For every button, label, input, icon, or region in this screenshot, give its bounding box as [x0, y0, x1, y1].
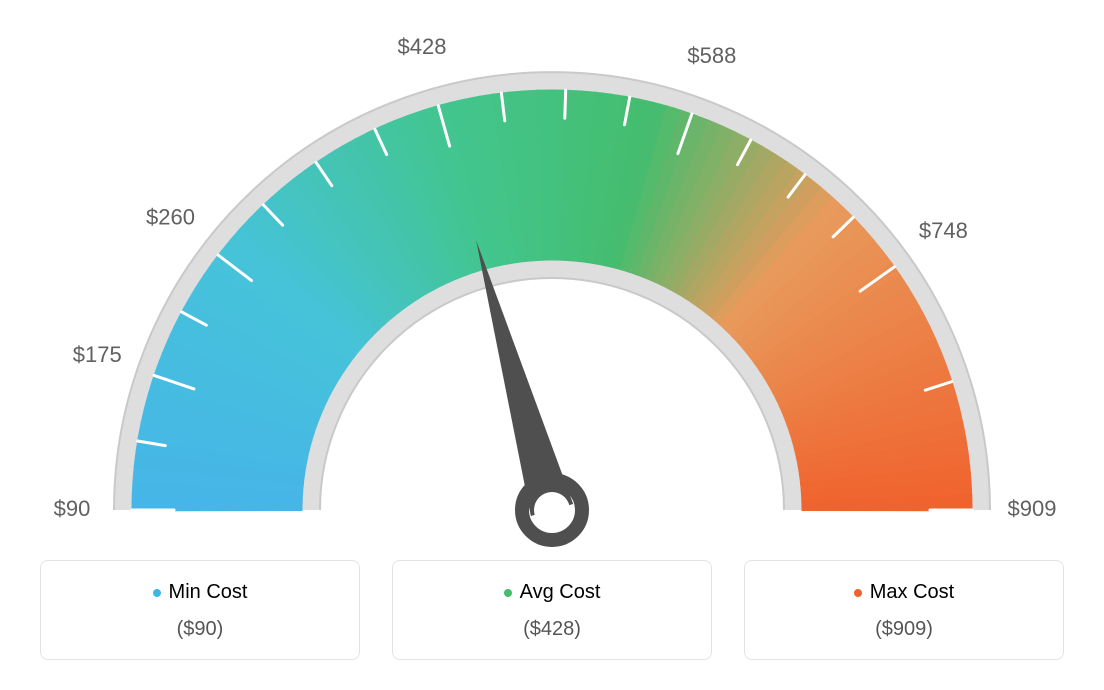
- legend-label-max: Max Cost: [870, 581, 954, 604]
- svg-text:$90: $90: [54, 496, 91, 521]
- dot-icon-avg: [504, 589, 512, 597]
- dot-icon-max: [854, 589, 862, 597]
- legend-label-avg: Avg Cost: [520, 581, 601, 604]
- legend-title-avg: Avg Cost: [504, 581, 601, 604]
- dot-icon-min: [153, 589, 161, 597]
- svg-text:$909: $909: [1008, 496, 1057, 521]
- legend-row: Min Cost ($90) Avg Cost ($428) Max Cost …: [0, 560, 1104, 660]
- legend-label-min: Min Cost: [169, 581, 248, 604]
- svg-text:$588: $588: [687, 43, 736, 68]
- svg-text:$260: $260: [146, 205, 195, 230]
- legend-value-avg: ($428): [403, 618, 701, 641]
- svg-text:$175: $175: [73, 342, 122, 367]
- gauge-chart: $90 $175 $260 $428 $588 $748 $909: [22, 10, 1082, 575]
- legend-card-min: Min Cost ($90): [40, 560, 360, 660]
- legend-value-max: ($909): [755, 618, 1053, 641]
- legend-title-max: Max Cost: [854, 581, 954, 604]
- legend-card-max: Max Cost ($909): [744, 560, 1064, 660]
- gauge-svg: $90 $175 $260 $428 $588 $748 $909: [22, 10, 1082, 570]
- legend-card-avg: Avg Cost ($428): [392, 560, 712, 660]
- svg-text:$428: $428: [398, 34, 447, 59]
- legend-title-min: Min Cost: [153, 581, 248, 604]
- svg-text:$748: $748: [919, 218, 968, 243]
- legend-value-min: ($90): [51, 618, 349, 641]
